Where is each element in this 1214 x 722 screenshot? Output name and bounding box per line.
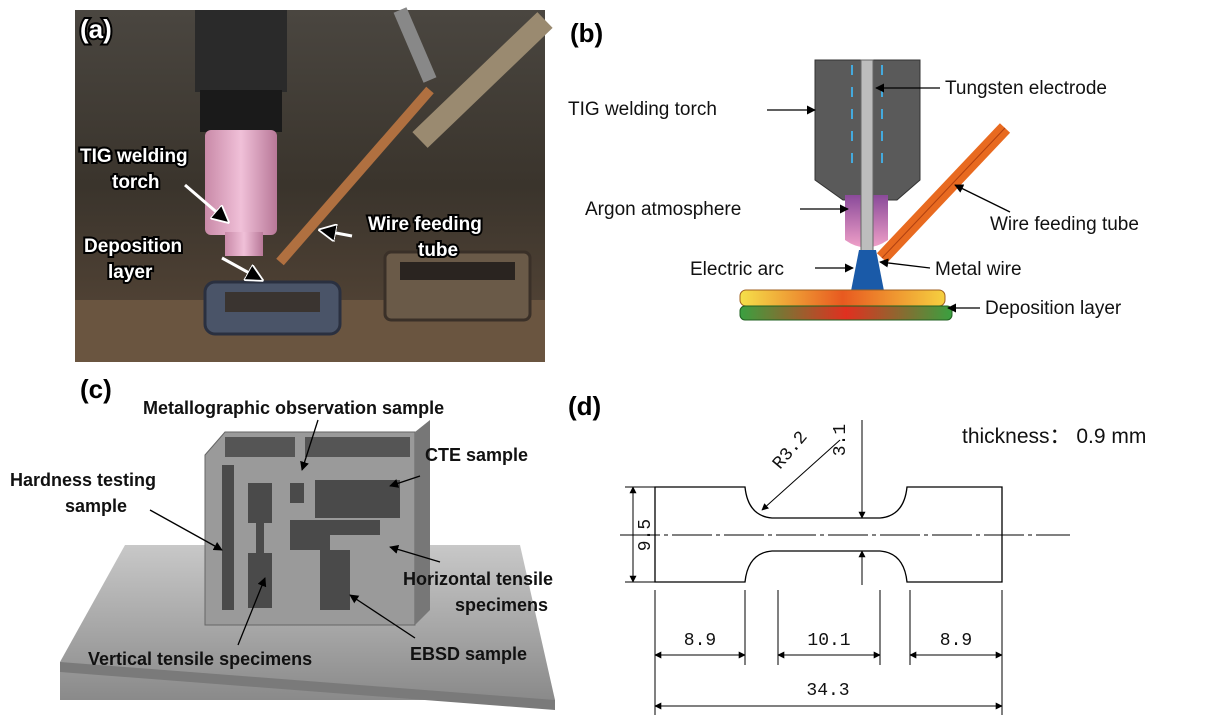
dimension: 8.9 — [940, 631, 972, 651]
callout: EBSD sample — [410, 644, 527, 664]
callout: Metal wire — [935, 259, 1022, 280]
callout: Metallographic observation sample — [143, 398, 444, 418]
callout: tube — [418, 240, 458, 261]
render-panel: (c) Metallographic observation sample CT… — [10, 374, 555, 710]
panel-label: (d) — [568, 391, 601, 421]
callout: Horizontal tensile — [403, 569, 553, 589]
panel-label: (a) — [80, 14, 112, 44]
drawing-panel: (d) thickness： 0.9 mm 9.5 R3.2 3.1 8.9 1… — [568, 391, 1146, 715]
callout: Argon atmosphere — [585, 199, 741, 220]
callout: Vertical tensile specimens — [88, 649, 312, 669]
dimension: 10.1 — [807, 631, 850, 651]
callout: specimens — [455, 595, 548, 615]
callout: TIG welding — [80, 146, 188, 167]
figure: (a) TIG welding torch Deposition layer W… — [0, 0, 1214, 722]
dimension: 8.9 — [684, 631, 716, 651]
callout: Electric arc — [690, 259, 784, 280]
callout: torch — [112, 172, 160, 193]
callout: Wire feeding — [368, 214, 482, 235]
callout: Deposition layer — [985, 298, 1122, 319]
callout: layer — [108, 262, 153, 283]
callout: Wire feeding tube — [990, 214, 1139, 235]
dimension: 3.1 — [831, 424, 851, 456]
photo-panel: (a) TIG welding torch Deposition layer W… — [75, 10, 545, 362]
dimension: 34.3 — [806, 681, 849, 701]
note: thickness： 0.9 mm — [962, 425, 1146, 448]
panel-label: (c) — [80, 374, 112, 404]
callout: CTE sample — [425, 445, 528, 465]
callout: sample — [65, 496, 127, 516]
callout: Hardness testing — [10, 470, 156, 490]
panel-label: (b) — [570, 18, 603, 48]
dimension: R3.2 — [769, 428, 812, 474]
dimension: 9.5 — [636, 519, 656, 551]
callout: TIG welding torch — [568, 99, 717, 120]
schematic-panel: (b) Tungsten electrode TIG welding torch… — [568, 18, 1139, 320]
callout: Deposition — [84, 236, 182, 257]
callout: Tungsten electrode — [945, 78, 1107, 99]
